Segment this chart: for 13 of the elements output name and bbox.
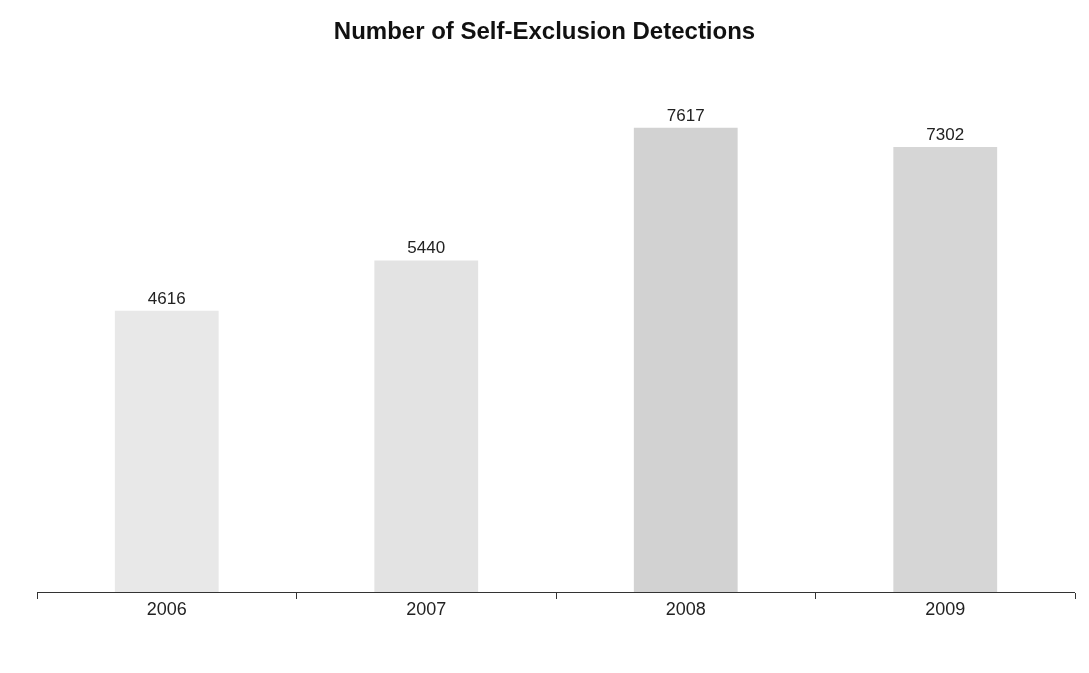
x-tick-label: 2006 xyxy=(146,598,187,619)
bar xyxy=(633,127,738,592)
data-label: 7617 xyxy=(666,105,705,125)
data-label: 5440 xyxy=(407,238,446,258)
x-tick-label: 2009 xyxy=(925,598,966,619)
data-label: 7302 xyxy=(926,124,965,144)
data-label: 4616 xyxy=(147,288,186,308)
bar xyxy=(114,310,219,592)
bar xyxy=(893,146,998,592)
x-tick-label: 2007 xyxy=(406,598,447,619)
chart-title: Number of Self-Exclusion Detections xyxy=(333,16,756,44)
bar xyxy=(374,260,479,592)
x-tick-label: 2008 xyxy=(665,598,706,619)
